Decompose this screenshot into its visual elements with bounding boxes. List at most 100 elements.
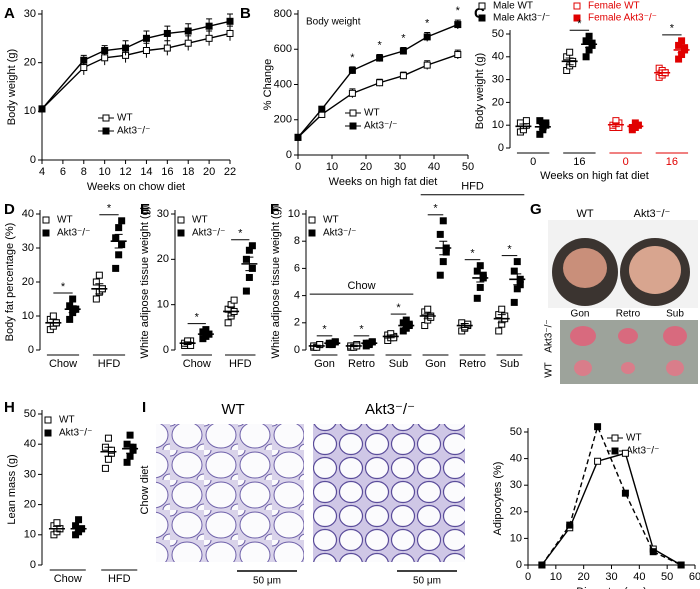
row-label: WT	[544, 362, 555, 378]
data-point	[115, 251, 123, 259]
histology-image	[313, 424, 465, 562]
significance-star: *	[425, 17, 430, 29]
legend-label: Akt3⁻/⁻	[57, 228, 90, 239]
panel-letter: E	[140, 201, 150, 218]
data-point	[331, 338, 339, 346]
legend-marker	[349, 109, 357, 117]
x-tick-label: 20	[578, 571, 590, 583]
marker	[399, 47, 407, 55]
panel-letter: A	[4, 5, 15, 22]
row-label: Akt3⁻/⁻	[544, 319, 555, 352]
tissue-label: Sub	[666, 309, 684, 320]
significance-star: *	[195, 312, 200, 324]
x-tick-label: 20	[360, 161, 372, 173]
significance-star: *	[670, 23, 675, 35]
x-tick-label: 0	[530, 156, 536, 168]
legend-label: Akt3⁻/⁻	[59, 428, 92, 439]
data-point	[582, 53, 590, 61]
y-tick-label: 0	[294, 344, 300, 356]
series-line	[541, 452, 682, 566]
x-tick-label: 40	[428, 161, 440, 173]
y-tick-label: 20	[492, 96, 504, 108]
legend-marker	[573, 2, 581, 10]
data-point	[92, 295, 100, 303]
x-axis-label: Weeks on high fat diet	[540, 170, 649, 182]
data-point	[439, 217, 447, 225]
y-tick-label: 20	[157, 253, 169, 265]
legend-marker	[611, 434, 619, 442]
x-tick-label: 0	[295, 161, 301, 173]
legend-marker	[102, 127, 110, 135]
column-label: WT	[221, 401, 244, 418]
data-point	[439, 258, 447, 266]
series-line	[41, 20, 231, 110]
y-tick-label: 20	[24, 57, 36, 69]
data-point	[101, 464, 109, 472]
legend-label: WT	[117, 113, 133, 124]
y-tick-label: 30	[22, 242, 34, 254]
data-point	[72, 522, 80, 530]
marker	[538, 561, 546, 569]
data-point	[126, 452, 134, 460]
x-tick-label: 50	[661, 571, 673, 583]
data-point	[126, 431, 134, 439]
tissue	[663, 326, 687, 346]
scale-bar-label: 50 μm	[253, 576, 281, 587]
legend-marker	[573, 14, 581, 22]
tissue	[621, 362, 635, 374]
significance-star: *	[577, 18, 582, 30]
marker	[294, 133, 302, 141]
y-tick-label: 0	[516, 559, 522, 571]
tissue-label: Retro	[616, 309, 641, 320]
panel-letter: H	[4, 399, 15, 416]
x-tick-label: 0	[623, 156, 629, 168]
data-point	[53, 519, 61, 527]
y-tick-label: 0	[498, 142, 504, 154]
x-tick-label: Chow	[54, 573, 82, 585]
panel-letter: G	[530, 201, 542, 218]
significance-star: *	[359, 324, 364, 336]
significance-star: *	[322, 324, 327, 336]
y-tick-label: 20	[24, 499, 36, 511]
y-tick-label: 400	[274, 78, 292, 90]
data-point	[436, 230, 444, 238]
x-tick-label: 14	[140, 166, 152, 178]
legend-marker	[308, 216, 316, 224]
x-tick-label: Chow	[49, 358, 77, 370]
group-label: Chow	[347, 280, 375, 292]
marker	[80, 64, 88, 72]
data-point	[473, 294, 481, 302]
x-tick-label: Gon	[314, 358, 335, 370]
marker	[649, 548, 657, 556]
y-axis-label: White adipose tissue weight (g)	[139, 206, 151, 359]
data-point	[316, 341, 324, 349]
significance-star: *	[507, 244, 512, 256]
legend-marker	[42, 216, 50, 224]
marker	[163, 29, 171, 37]
legend-marker	[177, 229, 185, 237]
x-tick-label: 8	[81, 166, 87, 178]
legend-label: WT	[626, 433, 642, 444]
tissue	[618, 328, 638, 344]
legend-label: Akt3⁻/⁻	[626, 446, 659, 457]
panel-letter: C	[474, 5, 485, 22]
legend-marker	[349, 122, 357, 130]
x-tick-label: 20	[203, 166, 215, 178]
legend-label: WT	[57, 215, 73, 226]
y-tick-label: 4	[294, 290, 300, 302]
x-tick-label: 40	[633, 571, 645, 583]
y-tick-label: 0	[163, 344, 169, 356]
significance-star: *	[433, 203, 438, 215]
y-tick-label: 20	[510, 506, 522, 518]
y-tick-label: 30	[157, 208, 169, 220]
marker	[594, 423, 602, 431]
x-tick-label: 16	[573, 156, 585, 168]
y-tick-label: 30	[492, 74, 504, 86]
y-axis-label: Body weight (g)	[6, 49, 18, 125]
marker	[594, 457, 602, 465]
legend-marker	[44, 429, 52, 437]
y-tick-label: 10	[24, 529, 36, 541]
panel-letter: I	[142, 399, 146, 416]
significance-star: *	[396, 302, 401, 314]
data-point	[510, 267, 518, 275]
